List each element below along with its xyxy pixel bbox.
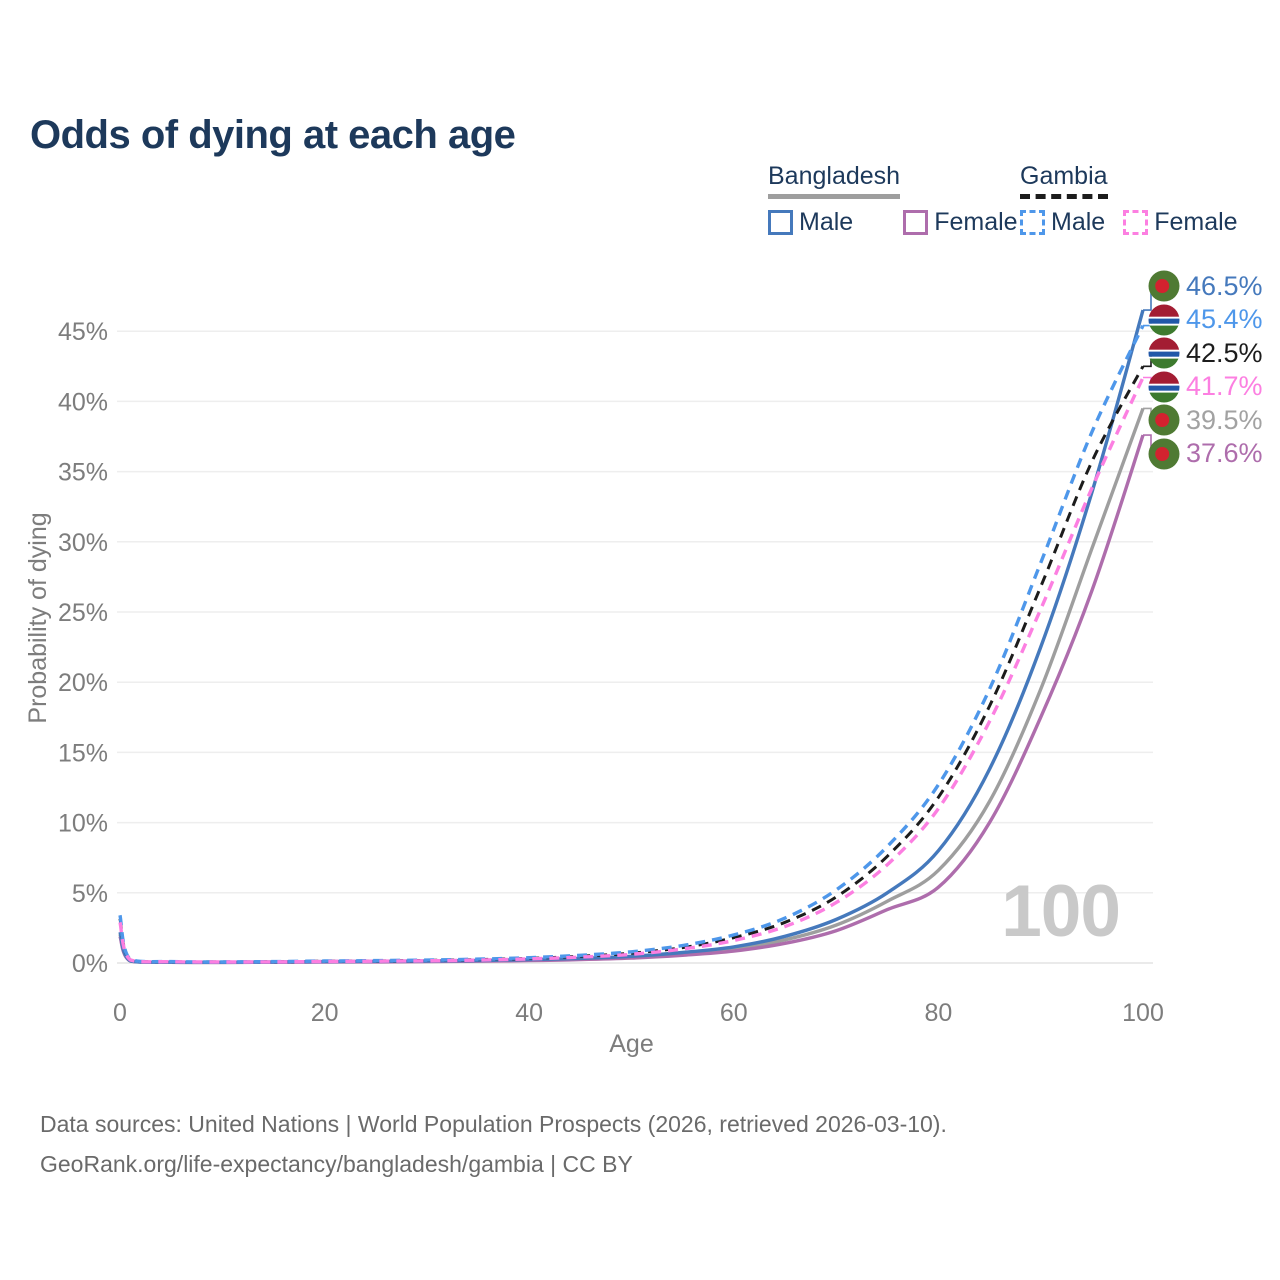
svg-text:15%: 15% [58,739,108,767]
svg-text:35%: 35% [58,459,108,487]
page-title: Odds of dying at each age [30,112,516,157]
legend-item-bangladesh-male[interactable]: Male [768,208,853,237]
bangladesh-male-swatch-icon [768,210,793,235]
series-line-bangladesh-female [118,434,1145,965]
svg-text:30%: 30% [58,529,108,557]
legend-country-bangladesh[interactable]: Bangladesh [768,163,901,199]
svg-text:60: 60 [720,999,748,1027]
end-label-leader-bangladesh-total [1143,407,1156,421]
attribution-line: GeoRank.org/life-expectancy/bangladesh/g… [40,1151,633,1177]
svg-text:80: 80 [924,999,952,1027]
legend-label-female: Female [1154,208,1238,236]
svg-text:5%: 5% [72,880,108,908]
legend-item-gambia-male[interactable]: Male [1020,208,1105,237]
x-axis-tick-labels: 0 20 40 60 80 100 [113,999,1164,1027]
svg-text:40: 40 [515,999,543,1027]
end-label-leader-gambia-female [1143,376,1156,388]
gambia-female-swatch-icon [1123,210,1149,235]
svg-text:40%: 40% [58,388,108,416]
legend-label-male: Male [1051,208,1106,236]
series-line-gambia-female [118,376,1145,964]
age-counter-watermark: 100 [1001,871,1121,952]
end-label-leaders [1143,285,1156,455]
end-label-leader-bangladesh-male [1143,285,1156,311]
legend-label-male: Male [799,208,854,236]
data-sources-line: Data sources: United Nations | World Pop… [40,1111,947,1137]
legend-label-female: Female [934,208,1018,236]
series-line-gambia-total [118,365,1145,964]
svg-text:25%: 25% [58,599,108,627]
svg-text:20: 20 [311,999,339,1027]
legend-country-gambia[interactable]: Gambia [1020,163,1108,199]
end-label-leader-gambia-total [1143,352,1156,368]
series-lines [118,309,1145,965]
svg-text:0: 0 [113,999,127,1027]
series-line-gambia-male [118,324,1145,964]
svg-text:45%: 45% [58,318,108,346]
legend-item-gambia-female[interactable]: Female [1123,208,1238,237]
bangladesh-female-swatch-icon [903,210,929,235]
svg-text:0%: 0% [72,950,108,978]
end-label-leader-bangladesh-female [1143,434,1156,455]
legend-group-bangladesh: Bangladesh Male Female [768,163,1018,237]
legend-item-bangladesh-female[interactable]: Female [903,208,1018,237]
footer: Data sources: United Nations | World Pop… [40,1104,947,1184]
legend-group-gambia: Gambia Male Female [1020,163,1238,237]
svg-text:20%: 20% [58,669,108,697]
x-axis-title: Age [609,1030,653,1058]
series-line-bangladesh-male [118,309,1145,965]
y-axis-tick-labels: 0% 5% 10% 15% 20% 25% 30% 35% 40% 45% [58,318,108,978]
end-label-leader-gambia-male [1143,318,1156,327]
y-axis-title: Probability of dying [24,512,52,723]
svg-text:100: 100 [1122,999,1164,1027]
gambia-male-swatch-icon [1020,210,1045,235]
gridlines [117,330,1153,964]
svg-text:10%: 10% [58,810,108,838]
